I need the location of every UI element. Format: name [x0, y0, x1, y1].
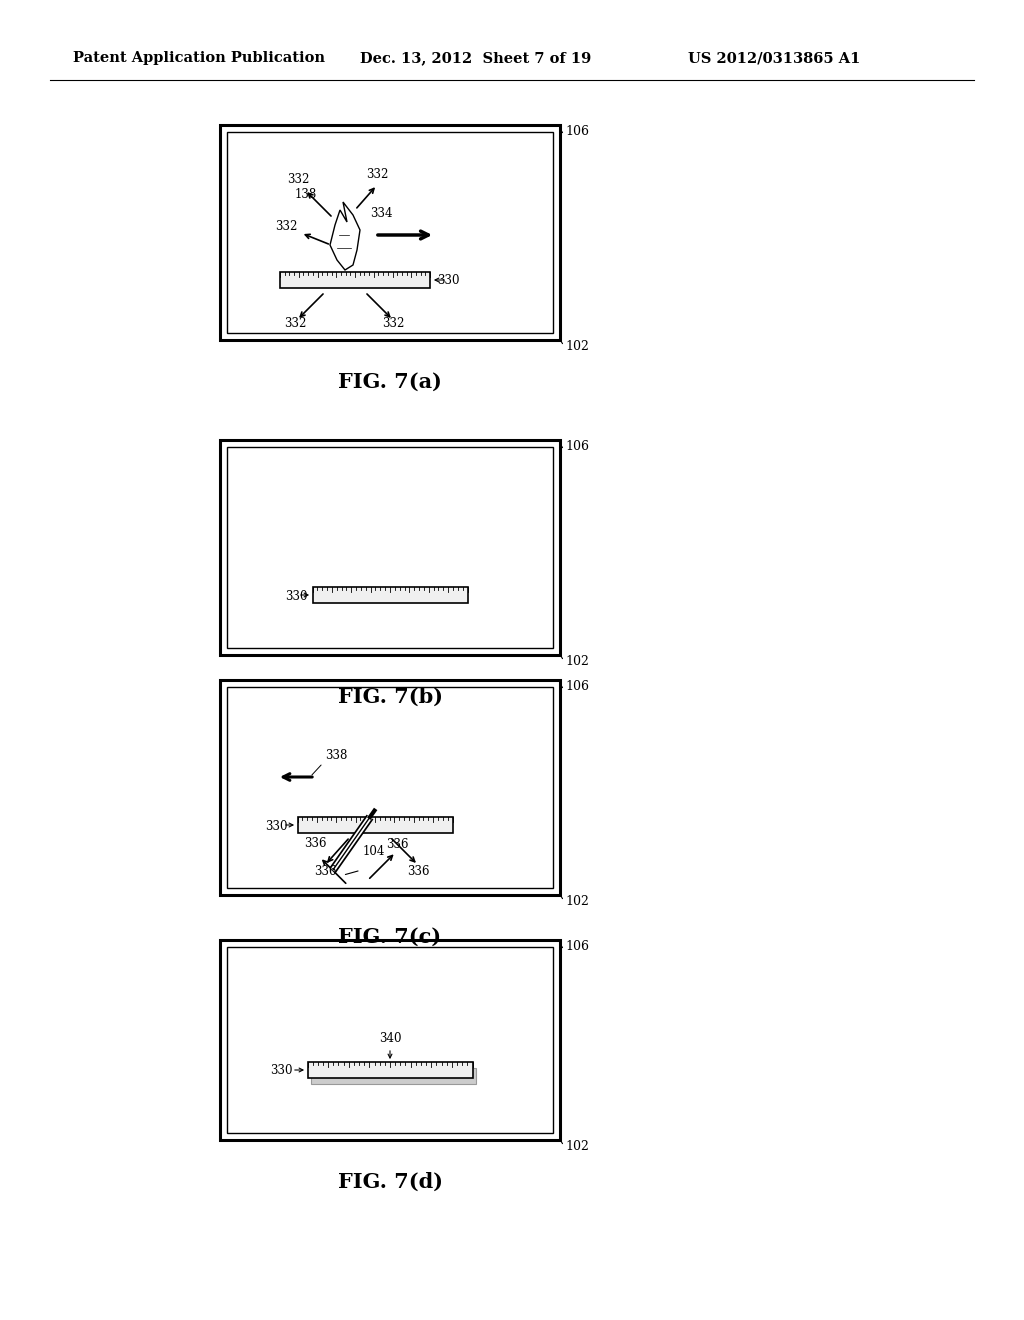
Text: 138: 138: [295, 187, 317, 201]
Text: 330: 330: [270, 1064, 293, 1077]
Bar: [227, 447, 553, 648]
Text: 332: 332: [382, 317, 404, 330]
Bar: [220, 125, 560, 341]
Text: 102: 102: [565, 1140, 589, 1152]
Bar: [220, 440, 560, 655]
Text: 332: 332: [366, 168, 388, 181]
Text: 336: 336: [313, 865, 336, 878]
Text: 332: 332: [274, 220, 297, 234]
Text: 330: 330: [285, 590, 307, 602]
Text: 336: 336: [304, 837, 327, 850]
Bar: [227, 686, 553, 888]
Bar: [298, 817, 453, 833]
Text: 102: 102: [565, 655, 589, 668]
Text: 338: 338: [325, 748, 347, 762]
Bar: [307, 1063, 472, 1078]
Text: FIG. 7(c): FIG. 7(c): [339, 927, 441, 946]
Bar: [312, 587, 468, 603]
Text: US 2012/0313865 A1: US 2012/0313865 A1: [688, 51, 860, 65]
Text: FIG. 7(b): FIG. 7(b): [338, 686, 442, 708]
Text: 330: 330: [265, 820, 288, 833]
Text: Dec. 13, 2012  Sheet 7 of 19: Dec. 13, 2012 Sheet 7 of 19: [360, 51, 591, 65]
Text: 336: 336: [386, 838, 409, 851]
Text: 332: 332: [284, 317, 306, 330]
Text: 106: 106: [565, 125, 589, 139]
Text: FIG. 7(d): FIG. 7(d): [338, 1172, 442, 1192]
Text: 106: 106: [565, 940, 589, 953]
Text: 106: 106: [565, 440, 589, 453]
Text: 104: 104: [362, 845, 385, 858]
Text: 102: 102: [565, 341, 589, 352]
Text: 330: 330: [437, 275, 460, 288]
Bar: [280, 272, 430, 288]
Polygon shape: [330, 202, 360, 271]
Text: 102: 102: [565, 895, 589, 908]
Text: 340: 340: [379, 1032, 401, 1045]
Text: FIG. 7(a): FIG. 7(a): [338, 372, 442, 392]
Text: 336: 336: [407, 865, 429, 878]
Text: 332: 332: [287, 173, 309, 186]
Text: Patent Application Publication: Patent Application Publication: [73, 51, 325, 65]
Text: 106: 106: [565, 680, 589, 693]
Bar: [220, 680, 560, 895]
Bar: [227, 946, 553, 1133]
Bar: [310, 1068, 475, 1084]
Bar: [227, 132, 553, 333]
Text: 334: 334: [370, 207, 392, 220]
Bar: [220, 940, 560, 1140]
